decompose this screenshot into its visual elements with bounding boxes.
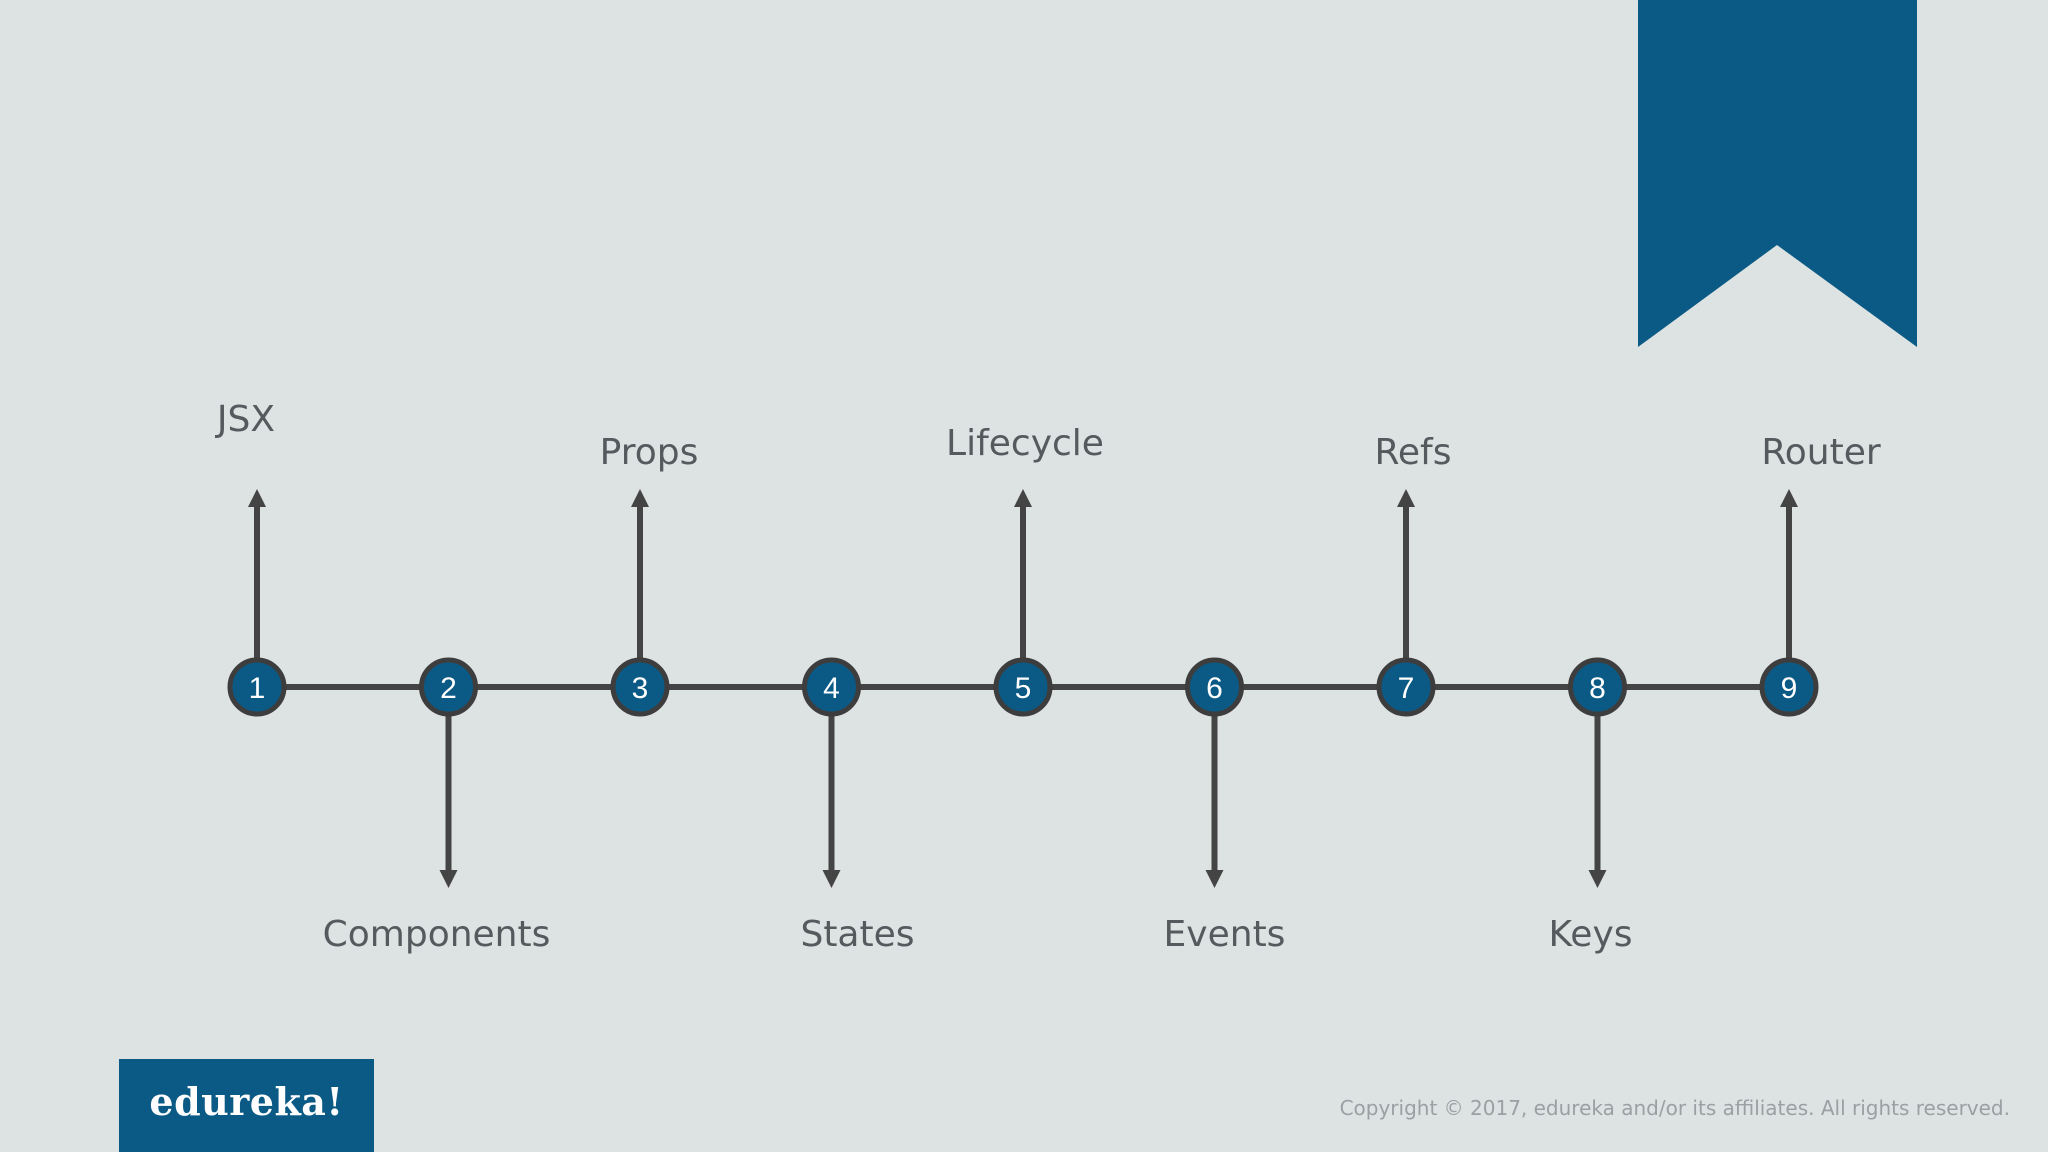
timeline-step-5: 5 Lifecycle [946, 423, 1104, 717]
timeline-step-6: 6 Events [1164, 657, 1286, 955]
step-node [993, 657, 1053, 717]
step-number: 6 [1206, 672, 1223, 705]
bookmark-ribbon [1638, 0, 1917, 347]
step-label: Components [323, 914, 551, 955]
timeline-step-3: 3 Props [600, 432, 699, 717]
step-number: 9 [1781, 672, 1798, 705]
timeline-step-7: 7 Refs [1375, 432, 1452, 717]
step-node [419, 657, 478, 717]
step-node [1185, 657, 1244, 717]
step-node [1568, 657, 1627, 717]
arrow-head [1014, 489, 1032, 507]
arrow-head [248, 489, 266, 507]
logo-text: edureka! [149, 1079, 344, 1124]
arrow-head [822, 870, 841, 888]
step-number: 4 [823, 672, 840, 705]
copyright-notice: Copyright © 2017, edureka and/or its aff… [1339, 1096, 2010, 1120]
arrow-head [1588, 870, 1607, 888]
step-label: Keys [1548, 914, 1632, 955]
step-node [1376, 657, 1436, 717]
step-number: 7 [1398, 672, 1415, 705]
step-label: Refs [1375, 432, 1452, 473]
step-label: JSX [215, 399, 275, 440]
timeline-step-9: 9 Router [1759, 432, 1881, 717]
step-number: 8 [1589, 672, 1606, 705]
step-number: 1 [249, 672, 266, 705]
step-node [610, 657, 670, 717]
step-label: Router [1761, 432, 1881, 473]
step-number: 3 [632, 672, 649, 705]
timeline-step-2: 2 Components [323, 657, 551, 955]
arrow-head [1205, 870, 1224, 888]
arrow-head [1780, 489, 1798, 507]
arrow-head [631, 489, 649, 507]
step-label: Events [1164, 914, 1286, 955]
step-node [227, 657, 287, 717]
timeline-step-1: 1 JSX [215, 399, 287, 717]
step-label: Props [600, 432, 699, 473]
edureka-logo: edureka! [119, 1059, 374, 1152]
timeline-step-8: 8 Keys [1548, 657, 1633, 955]
arrow-head [1397, 489, 1415, 507]
step-label: States [800, 914, 914, 955]
step-number: 2 [440, 672, 457, 705]
step-label: Lifecycle [946, 423, 1104, 464]
step-node [802, 657, 861, 717]
step-node [1759, 657, 1819, 717]
arrow-head [439, 870, 458, 888]
timeline-steps: 1 JSX 2 Components 3 Props 4 States 5 Lifecycle 6 E… [215, 399, 1881, 955]
timeline-step-4: 4 States [800, 657, 915, 955]
step-number: 5 [1015, 672, 1032, 705]
